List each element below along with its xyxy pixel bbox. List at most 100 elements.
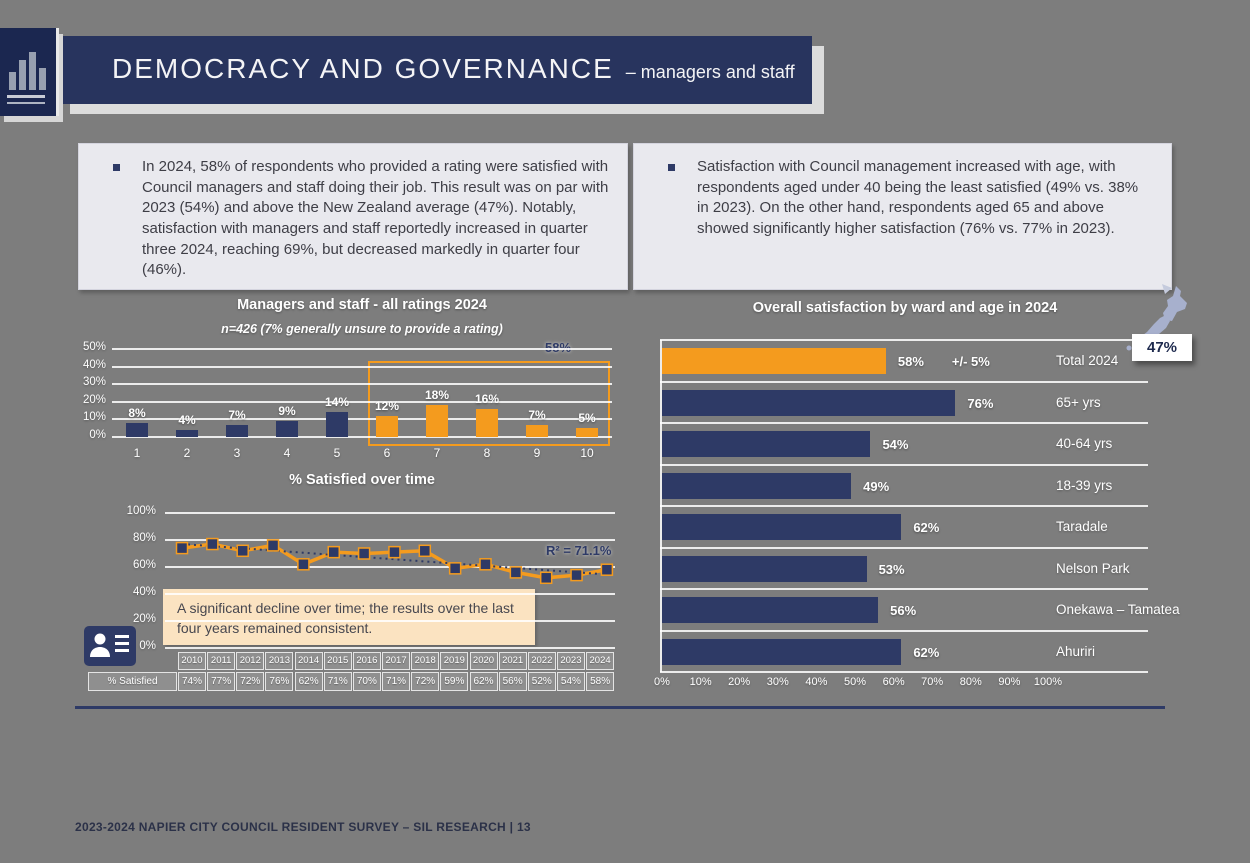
y-axis-label: 60% (132, 559, 156, 571)
category-label: Ahuriri (1056, 643, 1096, 659)
x-axis-label: 30% (766, 676, 789, 688)
bar-value-label: 8% (128, 405, 146, 420)
bar-value-label: 16% (474, 391, 500, 406)
category-label: 18-39 yrs (1056, 477, 1113, 493)
x-axis-label: 4 (283, 446, 291, 460)
category-label: Taradale (1056, 519, 1108, 534)
margin-of-error-label: +/- 5% (951, 354, 990, 369)
gridline (112, 436, 612, 438)
gridline (112, 348, 612, 350)
gridline (660, 588, 1148, 590)
y-axis-label: 0% (89, 429, 106, 441)
r-squared-label: R² = 71.1% (546, 543, 612, 558)
x-axis-label: 6 (383, 446, 391, 460)
x-axis-label: 10 (580, 446, 594, 460)
data-point-marker (175, 541, 189, 555)
data-point-marker (418, 544, 432, 558)
data-point-marker (297, 558, 310, 571)
y-axis-label: 10% (82, 411, 106, 424)
page-header: DEMOCRACY AND GOVERNANCE – managers and … (58, 36, 812, 104)
x-axis-label: 80% (959, 676, 982, 688)
table-year-cell: 2022 (527, 652, 556, 670)
rating-bar (226, 424, 248, 437)
bar-value-label: 49% (863, 478, 890, 494)
data-point-marker (388, 545, 401, 559)
axis-line (660, 340, 662, 672)
table-year-cell: 2013 (265, 652, 294, 670)
page-subtitle: – managers and staff (625, 62, 795, 82)
x-axis-label: 20% (728, 676, 751, 688)
bar-value-label: 62% (913, 520, 940, 535)
gridline (660, 339, 1148, 341)
x-axis-label: 7 (433, 446, 441, 460)
data-point-marker (539, 571, 553, 585)
summary-panel-right: Satisfaction with Council management inc… (633, 143, 1172, 290)
bar-value-label: 9% (278, 404, 296, 419)
bar-value-label: 7% (528, 407, 546, 422)
ward-age-chart-title: Overall satisfaction by ward and age in … (752, 300, 1058, 316)
data-point-marker (509, 566, 523, 579)
x-axis-label: 3 (233, 446, 241, 460)
gridline (112, 418, 612, 421)
bar-value-label: 56% (890, 603, 917, 618)
y-axis-label: 80% (132, 532, 156, 544)
x-axis-label: 8 (483, 446, 491, 460)
bar-value-label: 58% (897, 354, 924, 369)
y-axis-label: 30% (82, 376, 106, 389)
footer-text: 2023-2024 NAPIER CITY COUNCIL RESIDENT S… (75, 820, 531, 834)
table-year-cell: 2017 (382, 652, 411, 670)
ward-age-bar (662, 555, 867, 582)
table-value-cell: 62% (469, 672, 498, 691)
category-label: Onekawa – Tamatea (1056, 602, 1180, 617)
bar-value-label: 12% (374, 398, 400, 413)
category-label: Total 2024 (1056, 353, 1119, 368)
gridline (112, 365, 612, 368)
satisfied-highlight-box (368, 361, 610, 446)
table-year-cell: 2010 (178, 652, 206, 670)
gridline (660, 422, 1148, 424)
x-axis-label: 40% (805, 676, 828, 688)
bar-value-label: 7% (228, 407, 246, 422)
category-label: Nelson Park (1056, 560, 1130, 576)
table-value-cell: 70% (352, 672, 381, 691)
x-axis-label: 70% (921, 676, 944, 688)
x-axis-label: 100% (1033, 676, 1063, 688)
ward-age-bar (662, 348, 886, 374)
x-axis-label: 0% (654, 676, 670, 688)
x-axis-label: 10% (689, 676, 712, 688)
ward-age-bar (662, 638, 902, 665)
ward-age-bar (662, 472, 852, 499)
table-value-cell: 62% (294, 672, 323, 691)
table-year-cell: 2016 (352, 652, 381, 670)
table-year-cell: 2019 (440, 652, 469, 670)
gridline (660, 671, 1148, 673)
x-axis-label: 5 (333, 446, 341, 460)
trend-chart-title: % Satisfied over time (289, 472, 435, 488)
contact-card-icon (84, 626, 136, 666)
table-value-cell: 71% (382, 672, 411, 691)
table-year-cell: 2011 (207, 652, 236, 670)
table-value-cell: 74% (178, 672, 206, 691)
rating-bar (326, 412, 348, 437)
gridline (112, 400, 612, 403)
data-point-marker (570, 568, 583, 582)
rating-bar (526, 424, 548, 437)
ratings-chart-title: Managers and staff - all ratings 2024 (237, 297, 487, 313)
table-value-cell: 54% (556, 672, 585, 691)
annotation-box: A significant decline over time; the res… (163, 589, 535, 645)
data-point-marker (600, 563, 614, 576)
rating-bar (476, 408, 498, 437)
rating-bar (576, 428, 598, 437)
category-label: 65+ yrs (1056, 394, 1101, 410)
table-value-cell: 76% (265, 672, 294, 691)
trend-line-chart (175, 537, 614, 585)
gridline (165, 539, 615, 541)
rating-bar (126, 422, 148, 437)
x-axis-label: 1 (133, 446, 141, 460)
bar-value-label: 53% (878, 561, 905, 577)
table-value-cell: 52% (527, 672, 556, 691)
table-value-cell: 72% (236, 672, 265, 691)
x-axis-label: 60% (882, 676, 905, 688)
map-arrow-icon (1162, 284, 1172, 294)
y-axis-label: 20% (132, 613, 156, 625)
